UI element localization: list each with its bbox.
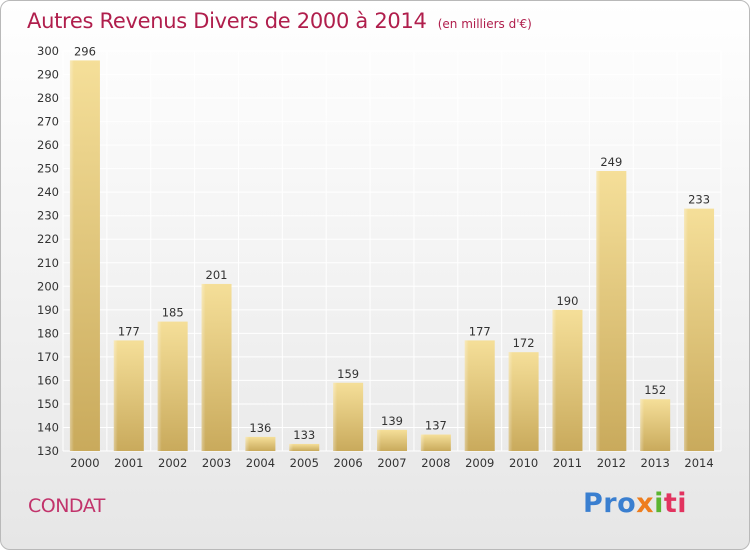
- bar-value-label: 296: [74, 44, 96, 58]
- y-tick-label: 200: [37, 279, 59, 293]
- bar-layer: [69, 60, 715, 451]
- bar: [684, 208, 715, 451]
- bar-value-label: 139: [381, 414, 403, 428]
- x-tick-label: 2006: [333, 456, 362, 470]
- bar: [640, 399, 671, 451]
- bar-highlight: [201, 283, 206, 451]
- bar-value-label: 133: [293, 428, 315, 442]
- bar-highlight: [596, 171, 601, 451]
- bar-highlight: [333, 382, 338, 451]
- logo-part-2: x: [636, 488, 655, 519]
- y-tick-label: 140: [37, 420, 59, 434]
- bar-highlight: [552, 309, 557, 451]
- x-tick-label: 2011: [553, 456, 582, 470]
- x-tick-label: 2007: [377, 456, 406, 470]
- x-tick-label: 2010: [509, 456, 538, 470]
- y-tick-label: 260: [37, 138, 59, 152]
- bar-highlight: [684, 208, 689, 451]
- y-tick-label: 130: [37, 444, 59, 458]
- bar: [508, 352, 539, 451]
- y-tick-label: 230: [37, 209, 59, 223]
- bar: [552, 309, 583, 451]
- y-tick-label: 240: [37, 185, 59, 199]
- y-tick-label: 300: [37, 44, 59, 58]
- logo-part-3: i: [654, 488, 664, 519]
- bar: [420, 434, 451, 451]
- y-tick-label: 280: [37, 91, 59, 105]
- bar: [201, 283, 232, 451]
- y-tick-label: 160: [37, 373, 59, 387]
- bar-highlight: [640, 399, 645, 451]
- x-tick-label: 2001: [114, 456, 143, 470]
- bar-value-label: 177: [118, 324, 140, 338]
- y-tick-label: 180: [37, 326, 59, 340]
- bar-highlight: [113, 340, 118, 451]
- y-tick-label: 220: [37, 232, 59, 246]
- x-tick-label: 2003: [202, 456, 231, 470]
- x-tick-label: 2000: [70, 456, 99, 470]
- y-tick-label: 190: [37, 303, 59, 317]
- x-tick-label: 2002: [158, 456, 187, 470]
- x-tick-label: 2008: [421, 456, 450, 470]
- bar: [157, 321, 188, 451]
- x-tick-label: 2005: [290, 456, 319, 470]
- bar-value-label: 233: [688, 193, 710, 207]
- bar: [596, 171, 627, 451]
- bar: [289, 443, 320, 451]
- label-layer: 130 140 150 160 170 180 190 200 210 220 230 240 250 2…: [37, 44, 714, 470]
- x-tick-label: 2004: [246, 456, 275, 470]
- bar-highlight: [377, 429, 381, 451]
- bar-value-label: 136: [249, 421, 271, 435]
- y-tick-label: 210: [37, 256, 59, 270]
- bar-highlight: [464, 340, 469, 451]
- x-tick-label: 2009: [465, 456, 494, 470]
- bar: [333, 382, 364, 451]
- bar-highlight: [157, 321, 162, 451]
- bar: [69, 60, 100, 451]
- bar-highlight: [508, 352, 513, 451]
- bar-value-label: 185: [162, 306, 184, 320]
- bar: [113, 340, 144, 451]
- y-tick-label: 270: [37, 115, 59, 129]
- bar-value-label: 159: [337, 367, 359, 381]
- bar: [377, 429, 407, 451]
- bar-value-label: 177: [469, 324, 491, 338]
- bar-value-label: 137: [425, 419, 447, 433]
- bar-highlight: [69, 60, 74, 451]
- x-tick-label: 2013: [641, 456, 670, 470]
- chart-title: Autres Revenus Divers de 2000 à 2014 (en…: [27, 9, 532, 33]
- bar-highlight: [420, 434, 425, 451]
- town-name: CONDAT: [28, 495, 105, 517]
- logo-part-1: Pro: [583, 488, 637, 519]
- x-tick-label: 2012: [597, 456, 626, 470]
- proxiti-logo: Proxiti: [583, 488, 687, 519]
- bar-value-label: 190: [556, 294, 578, 308]
- x-tick-label: 2014: [684, 456, 713, 470]
- y-tick-label: 250: [37, 162, 59, 176]
- logo-part-4: ti: [663, 488, 688, 519]
- y-tick-label: 290: [37, 68, 59, 82]
- bar: [245, 436, 276, 451]
- bar-value-label: 201: [206, 268, 228, 282]
- y-tick-label: 170: [37, 350, 59, 364]
- y-tick-label: 150: [37, 397, 59, 411]
- bar-highlight: [289, 443, 294, 451]
- bar-value-label: 249: [600, 155, 622, 169]
- bar-value-label: 172: [513, 336, 535, 350]
- title-unit: (en milliers d'€): [437, 17, 532, 31]
- bar: [464, 340, 495, 451]
- title-main: Autres Revenus Divers de 2000 à 2014: [27, 9, 427, 33]
- bar-highlight: [245, 436, 250, 451]
- bar-value-label: 152: [644, 383, 666, 397]
